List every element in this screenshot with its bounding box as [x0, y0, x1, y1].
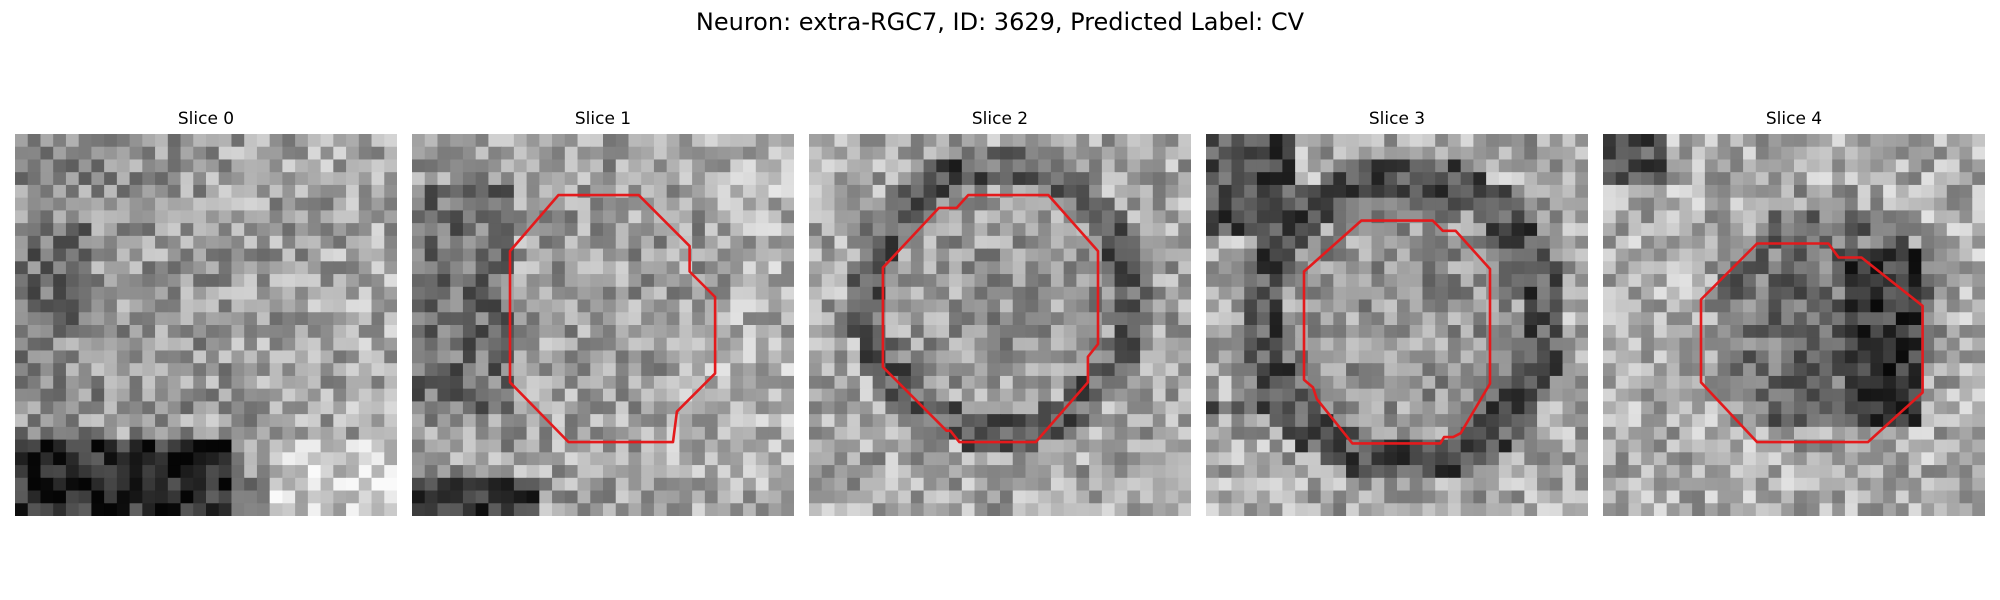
slice-0-image — [15, 134, 397, 516]
pixel-grid — [809, 134, 1191, 516]
pixel-grid — [412, 134, 794, 516]
slice-0-pixels — [15, 134, 397, 516]
panel-title-slice-4: Slice 4 — [1765, 109, 1823, 129]
panel-title-slice-0: Slice 0 — [177, 109, 235, 129]
slice-1-pixels — [412, 134, 794, 516]
pixel-grid — [1206, 134, 1588, 516]
slice-2-pixels — [809, 134, 1191, 516]
pixel-grid — [1603, 134, 1985, 516]
slice-2-contour — [881, 193, 1100, 444]
slice-2-image — [809, 134, 1191, 516]
slice-4-contour — [1699, 242, 1924, 444]
slice-1-contour — [508, 193, 717, 444]
pixel-grid — [15, 134, 397, 516]
figure-title: Neuron: extra-RGC7, ID: 3629, Predicted … — [695, 8, 1305, 36]
slice-4-image — [1603, 134, 1985, 516]
slice-3-contour — [1302, 219, 1492, 445]
slice-3-image — [1206, 134, 1588, 516]
panel-title-slice-1: Slice 1 — [574, 109, 632, 129]
slice-4-pixels — [1603, 134, 1985, 516]
panel-title-slice-2: Slice 2 — [971, 109, 1029, 129]
panel-title-slice-3: Slice 3 — [1368, 109, 1426, 129]
slice-1-image — [412, 134, 794, 516]
slice-3-pixels — [1206, 134, 1588, 516]
